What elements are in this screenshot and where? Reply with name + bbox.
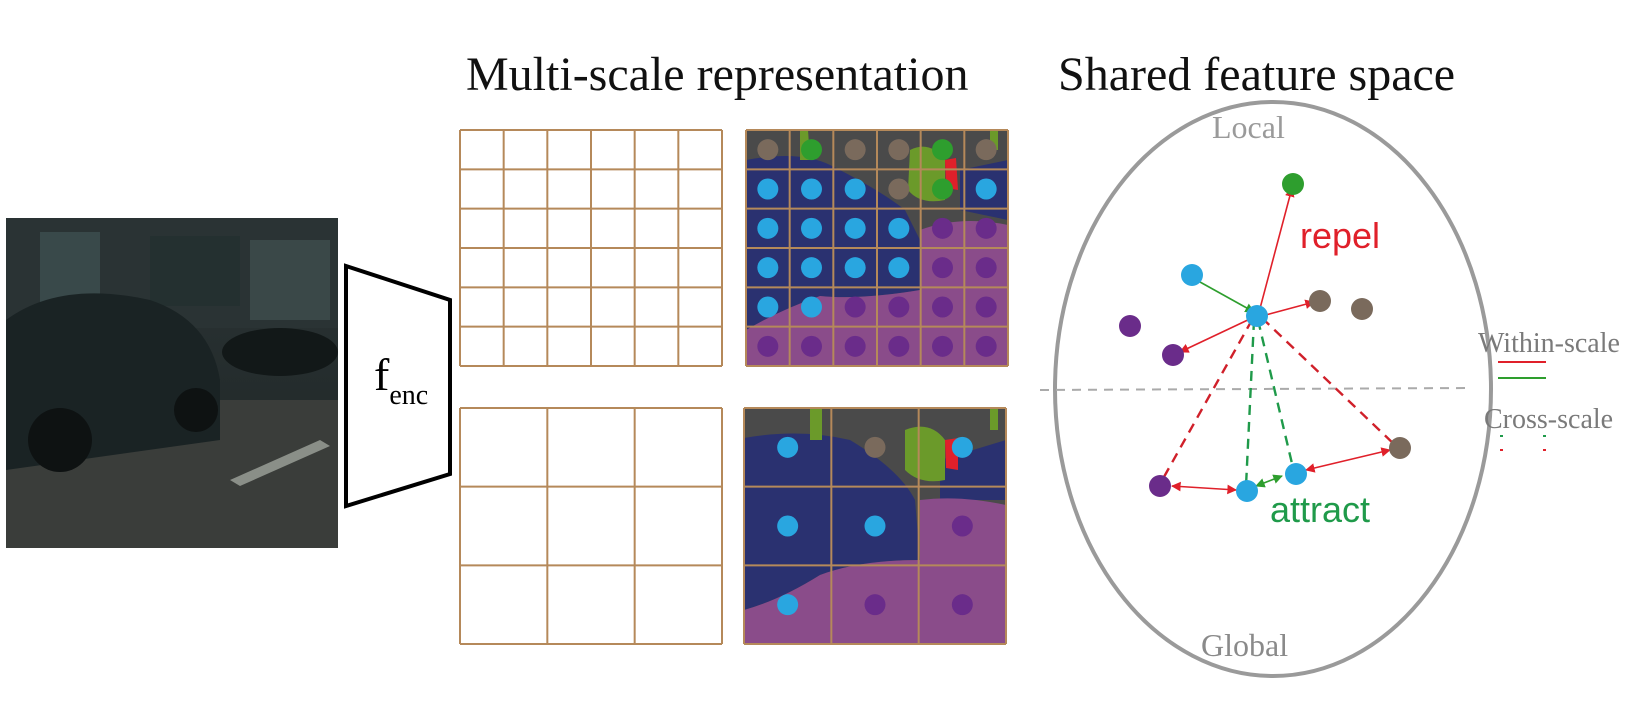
seg-coarse-purple-dot [951,594,973,616]
seg-fine-cyan-dot [844,178,866,200]
seg-fine-cyan-dot [757,178,779,200]
seg-fine-cyan-dot [801,217,822,239]
title-multiscale: Multi-scale representation [466,48,968,101]
seg-coarse-cyan-dot [777,436,799,458]
seg-fine-cyan-dot [975,178,997,200]
coarse-scale-grid [459,407,723,645]
point-local-purple-a [1119,315,1141,337]
label-local: Local [1212,109,1285,145]
seg-fine-purple-dot [932,296,953,318]
seg-coarse-purple-dot [864,594,886,616]
seg-fine-purple-dot [975,296,997,318]
seg-fine-cyan-dot [757,257,779,279]
segmentation-coarse-dots [777,436,973,616]
seg-fine-brown-dot [888,178,910,200]
fine-scale-grid [459,129,723,367]
seg-fine-purple-dot [844,296,866,318]
seg-fine-cyan-dot [801,257,822,279]
point-local-anchor [1246,305,1268,327]
seg-fine-cyan-dot [801,296,822,318]
seg-fine-cyan-dot [844,217,866,239]
seg-coarse-brown-dot [864,436,886,458]
attract-edge-global [1255,474,1283,488]
seg-coarse-purple-dot [951,515,973,537]
segmentation-coarse-grid [743,407,1007,645]
label-attract: attract [1270,489,1370,530]
seg-coarse-cyan-dot [777,594,799,616]
point-local-brown-b [1351,298,1373,320]
seg-fine-purple-dot [975,217,997,239]
seg-fine-purple-dot [932,335,953,357]
label-global: Global [1201,627,1288,663]
segmentation-fine-grid [745,129,1009,367]
seg-fine-purple-dot [801,335,822,357]
cross-edge-purple [1158,319,1254,485]
seg-fine-green-dot [932,178,953,200]
repel-edge-global-left [1171,481,1237,495]
seg-fine-purple-dot [888,296,910,318]
input-photo [6,218,338,548]
attract-edge-top-cyan [1199,281,1255,313]
repel-edge-top-brown [1261,299,1315,317]
point-local-brown-a [1309,290,1331,312]
cross-edge-brown [1261,317,1397,447]
repel-edge-top-purple [1179,317,1253,353]
point-global-brown [1389,437,1411,459]
encoder-block [344,263,452,509]
feature-space-boundary [1053,100,1493,678]
seg-fine-purple-dot [844,335,866,357]
legend-cross-scale: Cross-scale [1484,404,1613,435]
label-repel: repel [1300,215,1380,256]
seg-coarse-cyan-dot [864,515,886,537]
segmentation-fine-dots [757,139,997,357]
seg-coarse-cyan-dot [951,436,973,458]
seg-fine-cyan-dot [757,217,779,239]
repel-edge-global-right [1305,447,1391,473]
seg-fine-purple-dot [932,217,953,239]
seg-fine-purple-dot [757,335,779,357]
seg-fine-brown-dot [975,139,997,161]
point-global-purple [1149,475,1171,497]
seg-fine-purple-dot [888,335,910,357]
seg-fine-purple-dot [975,257,997,279]
seg-fine-cyan-dot [888,217,910,239]
seg-fine-cyan-dot [888,257,910,279]
seg-fine-cyan-dot [757,296,779,318]
seg-fine-purple-dot [975,335,997,357]
seg-fine-brown-dot [757,139,779,161]
encoder-label: fenc [374,349,428,411]
point-local-cyan [1181,264,1203,286]
seg-fine-cyan-dot [801,178,822,200]
point-global-cyan-b [1285,463,1307,485]
scale-divider [1039,387,1471,391]
point-local-purple-b [1162,344,1184,366]
legend-within-scale: Within-scale [1478,328,1620,359]
seg-fine-cyan-dot [844,257,866,279]
seg-fine-green-dot [801,139,822,161]
seg-coarse-cyan-dot [777,515,799,537]
repel-edge-top-green [1257,187,1295,317]
seg-fine-green-dot [932,139,953,161]
seg-fine-purple-dot [932,257,953,279]
title-shared-space: Shared feature space [1058,48,1455,101]
seg-fine-brown-dot [844,139,866,161]
cross-edge-cyan-a [1244,319,1256,487]
cross-edge-cyan-b [1256,319,1296,473]
point-local-green [1282,173,1304,195]
seg-fine-brown-dot [888,139,910,161]
point-global-cyan-a [1236,480,1258,502]
